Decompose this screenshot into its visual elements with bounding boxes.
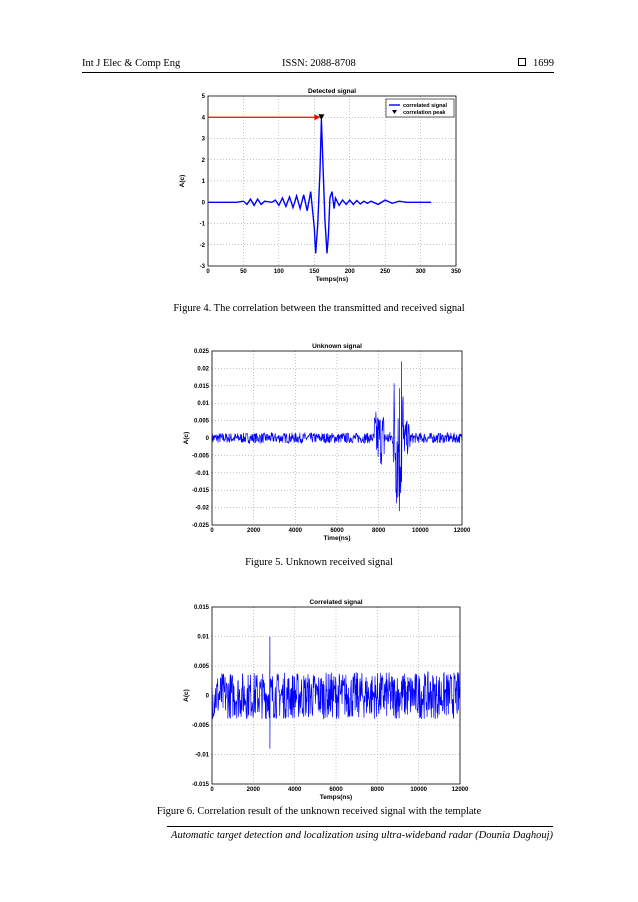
legend-item-correlated-signal: correlated signal <box>403 103 447 109</box>
page-footer: Automatic target detection and localizat… <box>171 830 553 841</box>
y-tick-label: -0.015 <box>192 488 210 494</box>
plot-frame <box>207 95 457 267</box>
x-axis-label: Temps(ns) <box>320 794 352 801</box>
page-number: 1699 <box>533 58 554 69</box>
x-tick-label: 250 <box>380 269 391 275</box>
x-tick-label: 4000 <box>288 787 302 793</box>
y-tick-label: 0.005 <box>194 664 210 670</box>
x-tick-label: 50 <box>240 269 247 275</box>
y-tick-label: 0.025 <box>194 349 210 355</box>
x-axis-label: Temps(ns) <box>316 276 348 283</box>
x-tick-label: 0 <box>210 528 214 534</box>
x-tick-label: 100 <box>274 269 285 275</box>
x-tick-label: 8000 <box>371 787 385 793</box>
chart-detected-signal: 0 50 100 150 200 250 300 350 -3 -2 -1 0 1 2 3 4 5 Detecte… <box>179 88 462 283</box>
x-tick-label: 0 <box>206 269 210 275</box>
x-tick-label: 2000 <box>247 528 261 534</box>
x-axis-label: Time(ns) <box>324 535 351 542</box>
y-tick-label: -2 <box>200 243 206 249</box>
signal-line <box>211 636 461 749</box>
y-axis-label: A(c) <box>183 689 190 702</box>
checkbox-icon <box>518 58 526 66</box>
x-tick-label: 0 <box>210 787 214 793</box>
chart-title: Correlated signal <box>309 599 362 606</box>
figure-6-caption: Figure 6. Correlation result of the unkn… <box>156 806 482 817</box>
x-tick-label: 4000 <box>289 528 303 534</box>
y-tick-label: -0.01 <box>195 753 209 759</box>
y-axis-label: A(c) <box>183 432 190 445</box>
y-tick-label: 0.01 <box>197 401 209 407</box>
x-tick-label: 150 <box>309 269 320 275</box>
figure-4-caption: Figure 4. The correlation between the tr… <box>173 303 465 314</box>
figure-4: 0 50 100 150 200 250 300 350 -3 -2 -1 0 1 2 3 4 5 Detecte… <box>0 84 638 294</box>
signal-line <box>211 361 463 512</box>
y-tick-label: 0.015 <box>194 605 210 611</box>
y-tick-label: -0.015 <box>192 782 210 788</box>
x-tick-label: 12000 <box>452 787 469 793</box>
figure-5-caption: Figure 5. Unknown received signal <box>245 557 393 568</box>
y-tick-label: -0.005 <box>192 723 210 729</box>
correlation-peak-marker <box>318 114 325 121</box>
y-tick-label: -0.005 <box>192 453 210 459</box>
figure-5: 0 2000 4000 6000 8000 10000 12000 -0.025 -0.02 -0… <box>0 336 638 544</box>
y-tick-label: 4 <box>202 115 206 121</box>
chart-title: Detected signal <box>308 88 356 95</box>
y-tick-label: 2 <box>202 158 206 164</box>
y-tick-label: 0 <box>202 200 206 206</box>
y-tick-label: 0 <box>206 436 210 442</box>
x-tick-label: 10000 <box>412 528 429 534</box>
y-tick-label: 0.02 <box>197 366 209 372</box>
x-tick-label: 12000 <box>454 528 471 534</box>
x-tick-label: 350 <box>451 269 462 275</box>
plot-frame <box>211 350 463 526</box>
legend-box <box>385 98 455 118</box>
chart-correlated-signal: 0 2000 4000 6000 8000 10000 12000 -0.015 -0.01 -0… <box>183 599 469 801</box>
y-tick-label: 1 <box>202 179 206 185</box>
footer-rule <box>167 826 553 827</box>
legend-triangle-swatch <box>392 110 397 114</box>
y-tick-label: 0.005 <box>194 419 210 425</box>
x-tick-label: 8000 <box>372 528 386 534</box>
x-tick-label: 6000 <box>330 528 344 534</box>
chart-title: Unknown signal <box>312 343 362 350</box>
y-tick-label: -0.025 <box>192 523 210 529</box>
issn: ISSN: 2088-8708 <box>282 58 356 69</box>
page-header: Int J Elec & Comp Eng ISSN: 2088-8708 16… <box>82 58 554 73</box>
y-tick-label: 0.01 <box>197 635 209 641</box>
y-tick-label: -0.01 <box>195 471 209 477</box>
x-tick-label: 2000 <box>247 787 261 793</box>
y-tick-label: 3 <box>202 137 206 143</box>
y-tick-label: -0.02 <box>195 506 209 512</box>
arrow-head <box>314 114 321 121</box>
x-tick-label: 6000 <box>329 787 343 793</box>
chart-unknown-signal: 0 2000 4000 6000 8000 10000 12000 -0.025 -0.02 -0… <box>183 343 471 542</box>
x-tick-label: 200 <box>345 269 356 275</box>
y-axis-label: A(c) <box>179 175 186 188</box>
x-tick-label: 300 <box>416 269 427 275</box>
y-tick-label: -1 <box>200 222 206 228</box>
plot-frame <box>211 606 461 785</box>
x-tick-label: 10000 <box>410 787 427 793</box>
legend-item-correlation-peak: correlation peak <box>403 110 446 116</box>
y-tick-label: 0 <box>206 694 210 700</box>
figure-6: 0 2000 4000 6000 8000 10000 12000 -0.015 -0.01 -0… <box>0 590 638 802</box>
y-tick-label: 5 <box>202 94 206 100</box>
y-tick-label: -3 <box>200 264 206 270</box>
y-tick-label: 0.015 <box>194 384 210 390</box>
journal-name: Int J Elec & Comp Eng <box>82 58 181 69</box>
